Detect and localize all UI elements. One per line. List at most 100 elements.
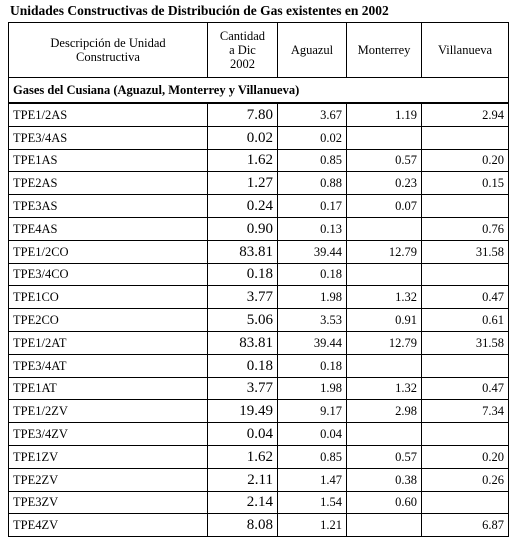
- value-cell: 0.91: [346, 308, 422, 332]
- value-cell: 1.62: [207, 148, 278, 173]
- value-cell: 12.79: [346, 239, 422, 264]
- value-cell: 39.44: [277, 239, 347, 264]
- table-body: Descripción de Unidad Constructiva Cantid…: [8, 22, 509, 538]
- row-label: TPE1CO: [8, 285, 208, 310]
- value-cell: 3.53: [277, 308, 347, 332]
- value-cell: 0.24: [207, 194, 278, 218]
- value-cell: 39.44: [277, 330, 347, 355]
- value-cell: 0.60: [346, 490, 422, 515]
- row-label: TPE1/2ZV: [8, 399, 208, 424]
- row-label: TPE2ZV: [8, 467, 208, 492]
- value-cell: [346, 262, 422, 287]
- value-cell: 83.81: [207, 239, 278, 264]
- value-cell: [346, 422, 422, 446]
- row-label: TPE3/4AS: [8, 125, 208, 150]
- row-label: TPE4ZV: [8, 513, 208, 538]
- value-cell: 19.49: [207, 399, 278, 424]
- header-cell: Descripción de Unidad Constructiva: [8, 22, 208, 78]
- value-cell: [346, 216, 422, 241]
- value-cell: 83.81: [207, 330, 278, 355]
- value-cell: 3.67: [277, 102, 347, 127]
- row-label: TPE2CO: [8, 308, 208, 332]
- value-cell: 12.79: [346, 330, 422, 355]
- value-cell: 0.90: [207, 216, 278, 241]
- value-cell: 2.94: [421, 102, 509, 127]
- section-title: Gases del Cusiana (Aguazul, Monterrey y …: [8, 77, 509, 104]
- data-table: Descripción de Unidad Constructiva Cantid…: [8, 22, 509, 538]
- value-cell: 0.23: [346, 171, 422, 196]
- value-cell: 8.08: [207, 513, 278, 538]
- value-cell: 0.04: [277, 422, 347, 446]
- value-cell: 31.58: [421, 330, 509, 355]
- value-cell: [346, 513, 422, 538]
- value-cell: [346, 353, 422, 378]
- value-cell: 6.87: [421, 513, 509, 538]
- header-cell: Aguazul: [277, 22, 347, 78]
- value-cell: 0.20: [421, 444, 509, 469]
- table-row: TPE3ZV 2.14 1.54 0.60: [8, 490, 509, 515]
- value-cell: 0.04: [207, 422, 278, 446]
- table-row: TPE1/2ZV 19.49 9.17 2.98 7.34: [8, 399, 509, 424]
- table-row: TPE1/2CO 83.81 39.44 12.79 31.58: [8, 239, 509, 264]
- header-cell: Villanueva: [421, 22, 509, 78]
- header-cell: Monterrey: [346, 22, 422, 78]
- value-cell: 1.47: [277, 467, 347, 492]
- value-cell: [421, 490, 509, 515]
- value-cell: 0.85: [277, 148, 347, 173]
- value-cell: 1.19: [346, 102, 422, 127]
- row-label: TPE3AS: [8, 194, 208, 218]
- table-row: TPE2AS 1.27 0.88 0.23 0.15: [8, 171, 509, 196]
- table-row: TPE1AT 3.77 1.98 1.32 0.47: [8, 376, 509, 401]
- value-cell: 0.15: [421, 171, 509, 196]
- value-cell: 1.62: [207, 444, 278, 469]
- value-cell: 9.17: [277, 399, 347, 424]
- value-cell: 3.77: [207, 285, 278, 310]
- value-cell: 1.32: [346, 285, 422, 310]
- row-label: TPE1ZV: [8, 444, 208, 469]
- value-cell: 0.47: [421, 285, 509, 310]
- value-cell: 0.47: [421, 376, 509, 401]
- header-cell: Cantidad a Dic 2002: [207, 22, 278, 78]
- table-row: TPE2ZV 2.11 1.47 0.38 0.26: [8, 467, 509, 492]
- value-cell: 0.18: [277, 353, 347, 378]
- row-label: TPE1/2AS: [8, 102, 208, 127]
- row-label: TPE3ZV: [8, 490, 208, 515]
- row-label: TPE3/4CO: [8, 262, 208, 287]
- value-cell: 0.20: [421, 148, 509, 173]
- row-label: TPE1AT: [8, 376, 208, 401]
- value-cell: 2.11: [207, 467, 278, 492]
- row-label: TPE4AS: [8, 216, 208, 241]
- table-row: TPE2CO 5.06 3.53 0.91 0.61: [8, 308, 509, 332]
- value-cell: 0.26: [421, 467, 509, 492]
- value-cell: [421, 262, 509, 287]
- value-cell: 0.85: [277, 444, 347, 469]
- table-row: TPE1/2AT 83.81 39.44 12.79 31.58: [8, 330, 509, 355]
- table-row: TPE1AS 1.62 0.85 0.57 0.20: [8, 148, 509, 173]
- value-cell: 0.18: [207, 353, 278, 378]
- row-label: TPE1/2AT: [8, 330, 208, 355]
- table-row: TPE1/2AS 7.80 3.67 1.19 2.94: [8, 102, 509, 127]
- table-row: TPE1CO 3.77 1.98 1.32 0.47: [8, 285, 509, 310]
- row-label: TPE1/2CO: [8, 239, 208, 264]
- value-cell: 2.98: [346, 399, 422, 424]
- value-cell: [346, 125, 422, 150]
- table-row: TPE4AS 0.90 0.13 0.76: [8, 216, 509, 241]
- value-cell: 0.18: [277, 262, 347, 287]
- row-label: TPE3/4AT: [8, 353, 208, 378]
- section-row: Gases del Cusiana (Aguazul, Monterrey y …: [8, 77, 509, 104]
- value-cell: 0.76: [421, 216, 509, 241]
- value-cell: 0.57: [346, 148, 422, 173]
- value-cell: 7.80: [207, 102, 278, 127]
- table-row: TPE3/4CO 0.18 0.18: [8, 262, 509, 287]
- table-row: TPE4ZV 8.08 1.21 6.87: [8, 513, 509, 538]
- value-cell: 0.38: [346, 467, 422, 492]
- value-cell: [421, 125, 509, 150]
- row-label: TPE2AS: [8, 171, 208, 196]
- value-cell: 7.34: [421, 399, 509, 424]
- value-cell: 1.54: [277, 490, 347, 515]
- value-cell: 1.32: [346, 376, 422, 401]
- value-cell: 31.58: [421, 239, 509, 264]
- value-cell: 0.13: [277, 216, 347, 241]
- value-cell: 0.18: [207, 262, 278, 287]
